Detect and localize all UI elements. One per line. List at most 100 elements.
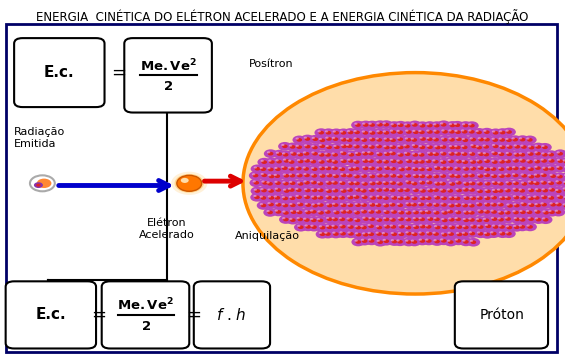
Circle shape <box>483 152 486 154</box>
Circle shape <box>441 239 446 242</box>
Circle shape <box>554 193 565 201</box>
Circle shape <box>455 188 459 190</box>
Circle shape <box>367 232 371 234</box>
Circle shape <box>506 152 512 156</box>
Circle shape <box>332 225 338 229</box>
Circle shape <box>326 196 332 200</box>
Circle shape <box>332 188 335 191</box>
Circle shape <box>379 158 393 166</box>
Circle shape <box>370 167 375 170</box>
Circle shape <box>481 187 495 196</box>
Circle shape <box>488 215 501 224</box>
Circle shape <box>263 208 277 217</box>
Circle shape <box>532 143 545 151</box>
Circle shape <box>467 238 480 246</box>
Circle shape <box>463 219 469 222</box>
Circle shape <box>397 160 400 162</box>
Circle shape <box>447 189 453 193</box>
Circle shape <box>441 145 446 149</box>
Circle shape <box>541 174 547 177</box>
Circle shape <box>464 182 470 186</box>
Circle shape <box>402 229 416 238</box>
Circle shape <box>454 217 458 219</box>
Circle shape <box>373 164 386 173</box>
Circle shape <box>301 156 314 165</box>
Circle shape <box>505 188 508 191</box>
Circle shape <box>442 225 447 229</box>
Circle shape <box>287 150 301 158</box>
Circle shape <box>380 185 393 194</box>
Circle shape <box>528 203 531 205</box>
Circle shape <box>370 131 375 135</box>
Text: ENERGIA  CINÉTICA DO ELÉTRON ACELERADO E A ENERGIA CINÉTICA DA RADIAÇÃO: ENERGIA CINÉTICA DO ELÉTRON ACELERADO E … <box>36 9 529 24</box>
Circle shape <box>392 196 397 200</box>
Circle shape <box>323 215 336 224</box>
Circle shape <box>411 196 414 198</box>
Circle shape <box>365 208 379 216</box>
Circle shape <box>359 121 372 129</box>
Circle shape <box>332 174 336 176</box>
Circle shape <box>534 160 540 163</box>
Circle shape <box>369 188 375 192</box>
Circle shape <box>341 159 347 163</box>
Circle shape <box>354 138 360 142</box>
Circle shape <box>249 171 262 180</box>
Circle shape <box>372 179 386 188</box>
Circle shape <box>501 208 515 217</box>
Circle shape <box>257 186 271 195</box>
Circle shape <box>424 215 437 224</box>
Circle shape <box>393 179 407 188</box>
Circle shape <box>492 196 497 200</box>
Circle shape <box>332 181 338 185</box>
Circle shape <box>337 142 351 151</box>
Circle shape <box>359 164 372 173</box>
Circle shape <box>426 137 429 139</box>
Circle shape <box>376 225 379 227</box>
Circle shape <box>521 182 527 186</box>
Circle shape <box>512 138 518 142</box>
Circle shape <box>434 182 437 184</box>
Circle shape <box>491 217 494 219</box>
Circle shape <box>307 208 320 216</box>
Circle shape <box>458 150 471 159</box>
Circle shape <box>458 143 472 152</box>
Circle shape <box>441 160 446 164</box>
Circle shape <box>302 201 315 209</box>
Circle shape <box>358 180 372 188</box>
Circle shape <box>280 187 293 195</box>
Circle shape <box>382 232 385 234</box>
Circle shape <box>305 224 308 227</box>
Circle shape <box>272 208 285 216</box>
Circle shape <box>337 201 350 210</box>
Circle shape <box>510 193 523 202</box>
Circle shape <box>362 182 365 184</box>
Circle shape <box>506 145 510 147</box>
Circle shape <box>333 189 338 192</box>
Circle shape <box>377 174 383 178</box>
Circle shape <box>510 201 524 210</box>
Circle shape <box>177 175 202 191</box>
Circle shape <box>393 237 407 246</box>
Circle shape <box>455 146 460 149</box>
Circle shape <box>410 215 423 224</box>
Circle shape <box>370 217 375 221</box>
Circle shape <box>457 189 462 192</box>
Circle shape <box>337 129 350 137</box>
Circle shape <box>343 142 357 151</box>
Circle shape <box>413 160 419 164</box>
Circle shape <box>294 179 307 188</box>
Circle shape <box>366 193 380 202</box>
Circle shape <box>452 179 466 187</box>
Circle shape <box>268 196 274 200</box>
Circle shape <box>538 186 552 195</box>
Circle shape <box>363 152 368 155</box>
Circle shape <box>360 203 364 205</box>
Circle shape <box>423 165 436 174</box>
Circle shape <box>441 232 444 234</box>
Circle shape <box>420 124 425 127</box>
Circle shape <box>397 137 400 139</box>
Circle shape <box>316 136 329 145</box>
Circle shape <box>397 240 403 244</box>
Circle shape <box>370 123 375 127</box>
Circle shape <box>468 188 472 190</box>
